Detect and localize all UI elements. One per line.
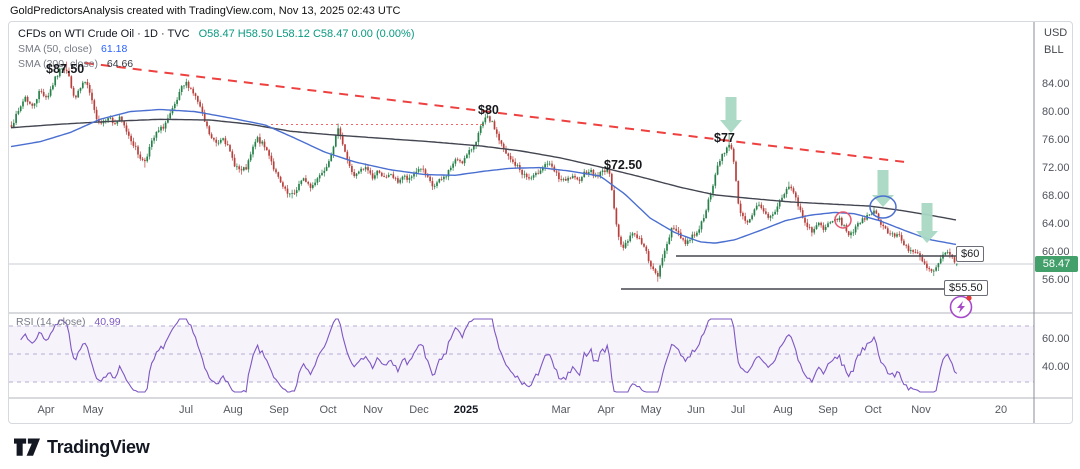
price-tick-label: 68.00 (1042, 190, 1070, 202)
time-axis-label: 20 (994, 404, 1008, 416)
price-tick-label: 56.00 (1042, 274, 1070, 286)
time-axis-label: Nov (363, 404, 383, 416)
price-annotation-label: $87.50 (46, 62, 85, 76)
tradingview-attribution[interactable]: TradingView (14, 437, 150, 458)
chart-widget[interactable] (8, 21, 1073, 424)
sma50-legend-row[interactable]: SMA (50, close) 61.18 (18, 42, 414, 57)
price-tick-label: 72.00 (1042, 162, 1070, 174)
time-axis-label: Oct (319, 404, 337, 416)
watermark-text: GoldPredictorsAnalysis created with Trad… (10, 5, 401, 17)
price-tick-label: 80.00 (1042, 106, 1070, 118)
rsi-label[interactable]: RSI (14, close) (16, 316, 86, 328)
time-axis-label: Oct (864, 404, 882, 416)
tradingview-logo-icon (14, 437, 40, 456)
sma200-label[interactable]: SMA (200, close) (18, 58, 98, 70)
symbol-legend-row[interactable]: CFDs on WTI Crude Oil · 1D · TVC O58.47 … (18, 27, 414, 42)
time-axis-label: Sep (269, 404, 289, 416)
price-tick-label: 76.00 (1042, 134, 1070, 146)
time-axis-label: Jul (178, 404, 194, 416)
ohlc-values: O58.47 H58.50 L58.12 C58.47 0.00 (0.00%) (198, 28, 415, 40)
price-axis-unit: USD (1044, 27, 1068, 39)
price-annotation-label: $77 (714, 131, 735, 145)
price-tick-label: 64.00 (1042, 218, 1070, 230)
time-axis-label: Nov (911, 404, 931, 416)
price-axis-unit: BLL (1044, 44, 1064, 56)
rsi-tick-label: 40.00 (1042, 361, 1070, 373)
symbol-title[interactable]: CFDs on WTI Crude Oil · 1D · TVC (18, 28, 190, 40)
level-label-box[interactable]: $55.50 (944, 280, 988, 296)
sma50-label[interactable]: SMA (50, close) (18, 43, 93, 55)
price-tick-label: 84.00 (1042, 78, 1070, 90)
last-price-badge: 58.47 (1035, 256, 1078, 272)
time-axis-label: 2025 (453, 404, 479, 416)
tradingview-logo-text: TradingView (47, 437, 150, 457)
price-tick-label: 60.00 (1042, 246, 1070, 258)
time-axis-label: May (82, 404, 104, 416)
sma50-value: 61.18 (101, 43, 128, 55)
time-axis-label: Apr (37, 404, 55, 416)
rsi-legend-row[interactable]: RSI (14, close) 40.99 (16, 316, 121, 328)
time-axis-label: Dec (409, 404, 429, 416)
time-axis-label: Apr (597, 404, 615, 416)
time-axis-label: Mar (551, 404, 571, 416)
time-axis-label: Jun (687, 404, 705, 416)
price-annotation-label: $80 (478, 103, 499, 117)
sma200-value: 64.66 (106, 58, 134, 70)
time-axis-label: Jul (730, 404, 746, 416)
level-label-box[interactable]: $60 (956, 246, 985, 262)
rsi-tick-label: 60.00 (1042, 333, 1070, 345)
time-axis-label: Aug (773, 404, 793, 416)
time-axis-label: Sep (818, 404, 838, 416)
price-annotation-label: $72.50 (604, 158, 643, 172)
time-axis-label: May (640, 404, 662, 416)
time-axis-label: Aug (223, 404, 243, 416)
rsi-value: 40.99 (94, 316, 121, 328)
